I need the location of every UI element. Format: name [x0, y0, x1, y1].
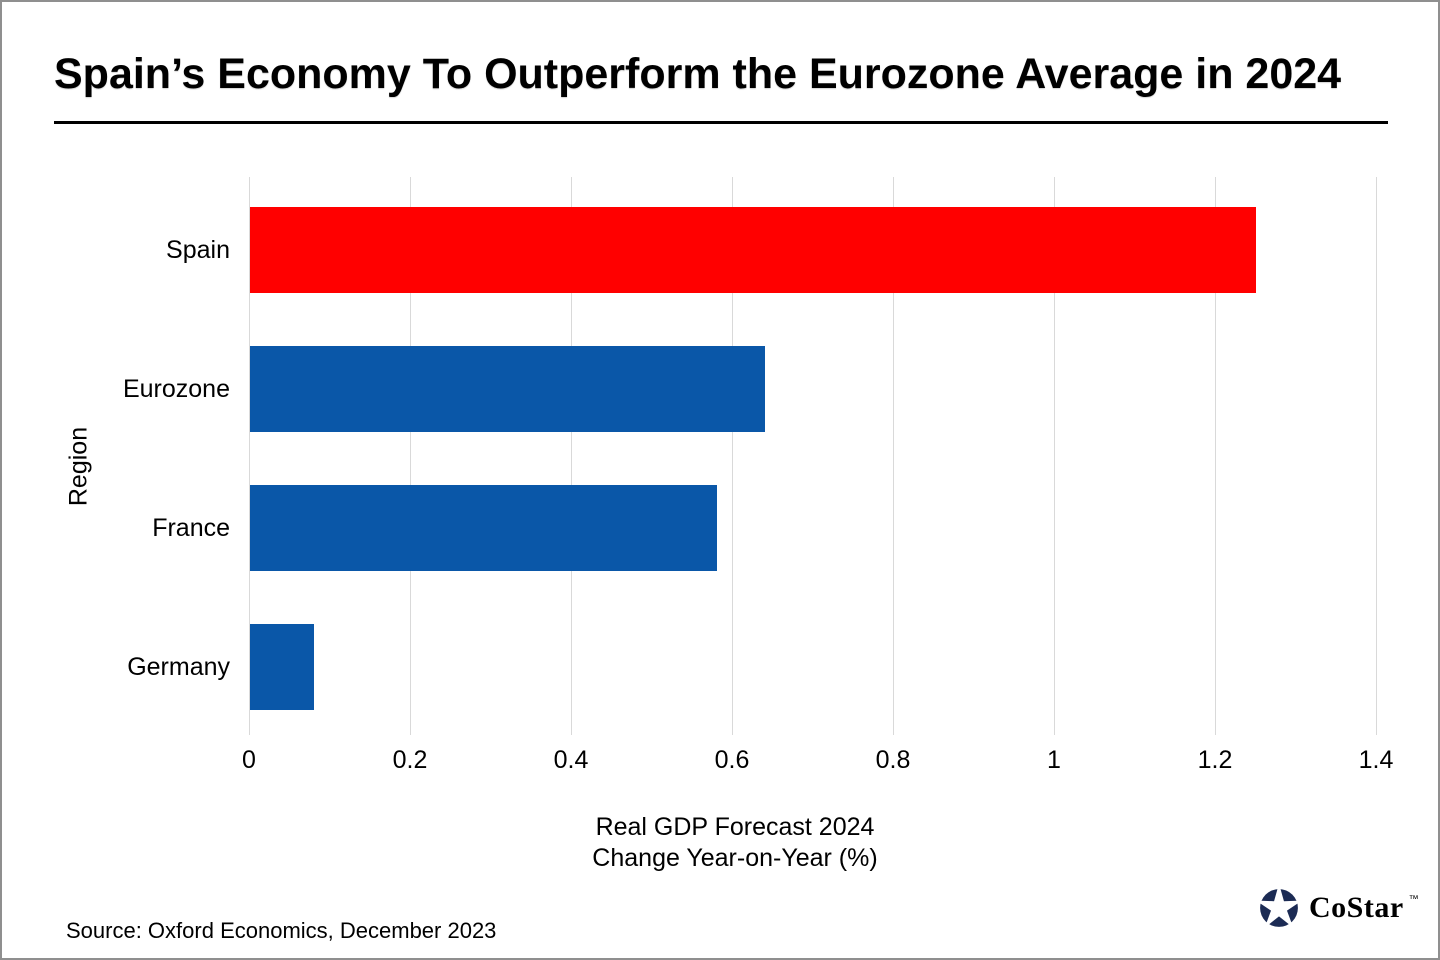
gridline-0.8: [893, 177, 894, 735]
category-label-france: France: [152, 514, 230, 542]
category-label-eurozone: Eurozone: [122, 375, 230, 403]
source-note: Source: Oxford Economics, December 2023: [66, 918, 497, 943]
gridline-0.4: [571, 177, 572, 735]
x-tick-label-0.8: 0.8: [875, 746, 911, 774]
category-label-spain: Spain: [166, 236, 230, 264]
x-tick-label-0.2: 0.2: [392, 746, 428, 774]
bar-france: [250, 485, 717, 571]
bar-germany: [250, 624, 314, 710]
x-tick-label-0: 0: [242, 746, 256, 774]
bar-eurozone: [250, 346, 765, 432]
x-tick-label-1: 1: [1047, 746, 1061, 774]
x-axis-title-line1: Real GDP Forecast 2024: [595, 813, 875, 841]
x-axis-title-line2: Change Year-on-Year (%): [592, 844, 878, 872]
gridline-1.2: [1215, 177, 1216, 735]
gridline-0.2: [410, 177, 411, 735]
costar-logo: CoStar ™: [1258, 886, 1419, 930]
category-label-germany: Germany: [127, 653, 230, 681]
x-tick-label-1.4: 1.4: [1358, 746, 1394, 774]
trademark-symbol: ™: [1408, 894, 1419, 905]
x-tick-label-0.4: 0.4: [553, 746, 589, 774]
costar-pinwheel-star-icon: [1258, 887, 1300, 929]
chart-title: Spain’s Economy To Outperform the Eurozo…: [54, 50, 1342, 98]
costar-logo-text: CoStar: [1309, 891, 1404, 924]
title-underline: [54, 121, 1388, 124]
gridline-0: [249, 177, 250, 735]
x-tick-label-0.6: 0.6: [714, 746, 750, 774]
bar-spain: [250, 207, 1256, 293]
x-tick-label-1.2: 1.2: [1197, 746, 1233, 774]
x-axis-title: Real GDP Forecast 2024 Change Year-on-Ye…: [415, 812, 1055, 874]
gridline-1: [1054, 177, 1055, 735]
y-axis-title: Region: [64, 426, 93, 507]
gridline-1.4: [1376, 177, 1377, 735]
gridline-0.6: [732, 177, 733, 735]
